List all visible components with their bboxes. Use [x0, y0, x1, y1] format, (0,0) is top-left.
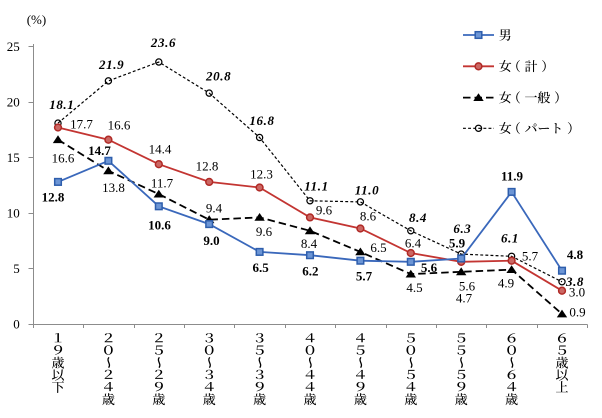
- svg-text:5.7: 5.7: [522, 249, 539, 264]
- svg-text:11.7: 11.7: [151, 176, 174, 191]
- svg-text:3.8: 3.8: [565, 274, 584, 289]
- svg-text:14.4: 14.4: [149, 142, 172, 157]
- svg-text:6.4: 6.4: [405, 236, 422, 251]
- svg-text:11.9: 11.9: [501, 169, 524, 184]
- svg-text:13.8: 13.8: [102, 180, 125, 195]
- svg-text:16.6: 16.6: [52, 151, 75, 166]
- svg-text:10: 10: [7, 206, 20, 221]
- svg-text:8.4: 8.4: [409, 210, 427, 225]
- svg-text:4.5: 4.5: [406, 280, 422, 295]
- svg-text:11.1: 11.1: [304, 179, 328, 194]
- svg-text:6.1: 6.1: [501, 231, 519, 246]
- svg-text:21.9: 21.9: [98, 57, 124, 72]
- svg-text:16.6: 16.6: [108, 118, 131, 133]
- svg-text:6.3: 6.3: [453, 221, 471, 236]
- svg-text:6.5: 6.5: [370, 240, 386, 255]
- svg-text:15: 15: [7, 150, 20, 165]
- svg-text:0: 0: [13, 317, 20, 332]
- svg-text:5.6: 5.6: [421, 260, 438, 275]
- svg-text:12.8: 12.8: [42, 190, 65, 205]
- svg-text:6.5: 6.5: [252, 260, 269, 275]
- svg-text:12.3: 12.3: [250, 167, 273, 182]
- svg-text:16.8: 16.8: [249, 113, 274, 128]
- svg-text:20.8: 20.8: [205, 68, 231, 83]
- svg-text:9.0: 9.0: [203, 233, 219, 248]
- svg-text:8.6: 8.6: [360, 209, 377, 224]
- svg-text:4.7: 4.7: [456, 291, 473, 306]
- svg-text:14.7: 14.7: [88, 143, 111, 158]
- svg-text:6.2: 6.2: [302, 264, 318, 279]
- svg-text:11.0: 11.0: [355, 183, 379, 198]
- svg-text:8.4: 8.4: [301, 236, 318, 251]
- svg-text:9.6: 9.6: [256, 224, 273, 239]
- svg-text:3.0: 3.0: [569, 285, 585, 300]
- svg-text:5: 5: [13, 261, 20, 276]
- svg-text:23.6: 23.6: [150, 35, 176, 50]
- svg-text:5.6: 5.6: [459, 279, 476, 294]
- svg-text:(%): (%): [27, 12, 47, 27]
- svg-text:10.6: 10.6: [148, 218, 171, 233]
- svg-text:9.6: 9.6: [316, 203, 333, 218]
- svg-text:25: 25: [7, 39, 20, 54]
- svg-text:5.9: 5.9: [449, 236, 466, 251]
- svg-text:20: 20: [7, 95, 20, 110]
- svg-text:17.7: 17.7: [70, 117, 93, 132]
- svg-text:18.1: 18.1: [49, 97, 74, 112]
- svg-text:12.8: 12.8: [196, 159, 219, 174]
- svg-text:9.4: 9.4: [206, 201, 223, 216]
- svg-text:5.7: 5.7: [356, 269, 373, 284]
- svg-text:4.8: 4.8: [567, 247, 584, 262]
- svg-text:4.9: 4.9: [498, 276, 514, 291]
- svg-text:0.9: 0.9: [569, 305, 585, 320]
